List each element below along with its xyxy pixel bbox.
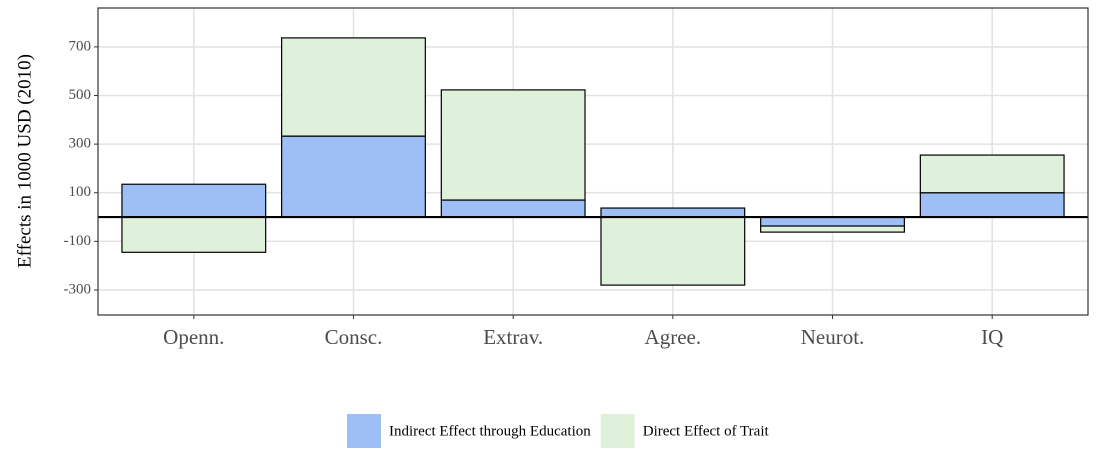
y-tick-label: 100 bbox=[69, 184, 92, 200]
panel-border bbox=[97, 7, 1089, 316]
x-tick-label: Extrav. bbox=[483, 325, 543, 349]
x-tick-label: Agree. bbox=[645, 325, 702, 349]
bar bbox=[600, 216, 746, 286]
y-tick-label: -100 bbox=[64, 233, 92, 249]
bar bbox=[121, 183, 267, 218]
bar bbox=[919, 154, 1065, 194]
bar bbox=[760, 216, 905, 227]
x-tick-label: Neurot. bbox=[801, 325, 865, 349]
bar bbox=[281, 135, 426, 218]
y-tick-label: 300 bbox=[69, 136, 92, 152]
bar bbox=[281, 37, 426, 137]
x-tick-label: Consc. bbox=[325, 325, 383, 349]
y-tick-label: 500 bbox=[69, 87, 92, 103]
legend-label: Direct Effect of Trait bbox=[643, 423, 770, 439]
x-tick-label: Openn. bbox=[163, 325, 224, 349]
bar bbox=[760, 225, 905, 233]
legend-swatch bbox=[347, 414, 381, 448]
legend-swatch bbox=[600, 414, 635, 448]
bar bbox=[919, 192, 1065, 218]
legend-label: Indirect Effect through Education bbox=[389, 423, 591, 439]
x-tick-label: IQ bbox=[981, 325, 1003, 349]
bar bbox=[600, 207, 746, 218]
y-axis-label: Effects in 1000 USD (2010) bbox=[14, 54, 35, 268]
bar bbox=[440, 199, 586, 218]
bar bbox=[121, 216, 267, 253]
bar bbox=[440, 89, 586, 201]
y-tick-label: 700 bbox=[69, 38, 92, 54]
y-tick-label: -300 bbox=[64, 281, 92, 297]
